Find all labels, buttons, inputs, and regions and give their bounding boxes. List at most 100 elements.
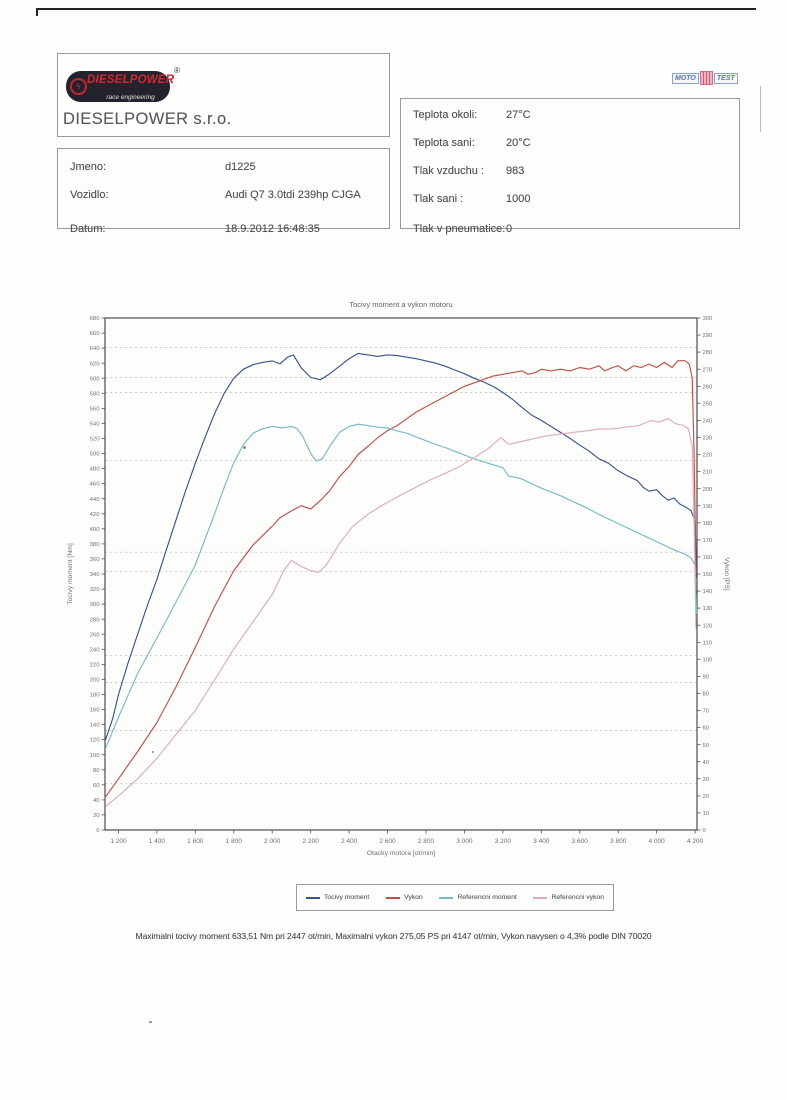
- field-label: Jmeno:: [70, 161, 107, 173]
- legend-line-swatch: [439, 896, 454, 899]
- info-row-vozidlo: Vozidlo: Audi Q7 3.0tdi 239hp CJGA: [58, 189, 389, 202]
- field-label: Tlak vzduchu :: [413, 165, 484, 177]
- right-axis-tick-label: 140: [703, 589, 714, 595]
- x-axis-tick-label: 1 200: [110, 838, 127, 845]
- legend-label: Referencni vykon: [551, 894, 604, 901]
- dieselpower-logo: ϟ DIESELPOWER race engineering: [66, 71, 174, 102]
- chart-title: Tocivy moment a vykon motoru: [349, 300, 452, 309]
- left-axis-tick-label: 460: [90, 482, 101, 488]
- left-axis-tick-label: 20: [93, 813, 100, 819]
- right-axis-tick-label: 30: [703, 777, 710, 783]
- right-axis-tick-label: 260: [703, 384, 714, 390]
- left-axis-tick-label: 440: [90, 497, 101, 503]
- series-vykon: [104, 360, 697, 799]
- left-axis-tick-label: 500: [90, 452, 101, 458]
- right-axis-tick-label: 10: [703, 811, 710, 817]
- x-axis-tick-label: 1 600: [187, 838, 204, 845]
- field-label: Tlak v pneumatice:: [413, 223, 506, 235]
- left-axis-tick-label: 320: [90, 587, 101, 593]
- mototest-badge-icon: [699, 71, 713, 85]
- left-axis-tick-label: 360: [90, 557, 101, 563]
- right-axis-tick-label: 230: [703, 436, 714, 442]
- right-axis-tick-label: 280: [703, 350, 714, 356]
- left-axis-tick-label: 640: [90, 346, 101, 352]
- right-axis-tick-label: 90: [703, 675, 710, 681]
- dyno-chart-svg: Tocivy moment a vykon motoru020406080100…: [67, 300, 730, 857]
- left-axis-tick-label: 60: [93, 783, 100, 789]
- info-row-jmeno: Jmeno: d1225: [58, 161, 389, 174]
- legend-line-swatch: [533, 896, 548, 899]
- right-axis-tick-label: 50: [703, 743, 710, 749]
- legend-line-swatch: [306, 896, 320, 899]
- right-axis-tick-label: 20: [703, 794, 710, 800]
- info-row-datum: Datum: 18.9.2012 16:48:35: [58, 223, 389, 236]
- left-axis-tick-label: 100: [90, 753, 101, 759]
- right-axis-tick-label: 190: [703, 504, 714, 510]
- field-label: Datum:: [70, 223, 106, 235]
- left-axis-tick-label: 540: [90, 422, 101, 428]
- y-axis-label-right: Vykon [PS]: [723, 557, 730, 590]
- x-axis-tick-label: 3 600: [572, 838, 589, 845]
- left-axis-tick-label: 260: [90, 632, 101, 638]
- x-axis-tick-label: 4 000: [648, 838, 665, 845]
- field-value: 18.9.2012 16:48:35: [225, 223, 320, 235]
- left-axis-tick-label: 140: [90, 723, 101, 729]
- conditions-box: Teplota okoli: 27°C Teplota sani: 20°C T…: [400, 98, 740, 235]
- field-label: Teplota sani:: [413, 137, 475, 149]
- left-axis-tick-label: 180: [90, 693, 101, 699]
- legend-item: Referencni vykon: [533, 894, 604, 901]
- dyno-chart: Tocivy moment a vykon motoru 0 20 40 60 80 100…: [60, 293, 760, 878]
- right-axis-tick-label: 210: [703, 470, 714, 476]
- mototest-right-text: TEST: [713, 72, 738, 84]
- right-axis-tick-label: 40: [703, 760, 710, 766]
- info-row-tlak-pneumatice: Tlak v pneumatice: 0: [401, 223, 739, 236]
- right-axis-tick-label: 250: [703, 401, 714, 407]
- left-axis-tick-label: 400: [90, 527, 101, 533]
- field-label: Teplota okoli:: [413, 109, 478, 121]
- x-axis-tick-label: 1 800: [226, 838, 243, 845]
- right-axis-tick-label: 130: [703, 606, 714, 612]
- test-info-box: Jmeno: d1225 Vozidlo: Audi Q7 3.0tdi 239…: [57, 148, 390, 235]
- x-axis-tick-label: 4 200: [687, 838, 704, 845]
- right-axis-tick-label: 300: [703, 316, 714, 322]
- left-axis-tick-label: 580: [90, 391, 101, 397]
- x-axis-tick-label: 3 000: [456, 838, 473, 845]
- right-axis-tick-label: 80: [703, 692, 710, 698]
- chart-legend: Tocivy moment Vykon Referencni moment Re…: [296, 884, 614, 911]
- plot-border: [104, 317, 698, 831]
- x-axis-tick-label: 2 800: [418, 838, 435, 845]
- x-axis-tick-label: 3 400: [533, 838, 550, 845]
- right-axis-tick-label: 270: [703, 367, 714, 373]
- header-logo-box: ϟ DIESELPOWER race engineering ® DIESELP…: [57, 53, 390, 137]
- mototest-left-text: MOTO: [672, 72, 699, 84]
- legend-item: Vykon: [386, 894, 423, 901]
- legend-label: Referencni moment: [457, 894, 517, 901]
- field-value: 0: [506, 223, 513, 235]
- right-axis-tick-label: 110: [703, 640, 713, 646]
- x-axis-tick-label: 2 000: [264, 838, 281, 845]
- logo-brand-text: DIESELPOWER: [87, 73, 175, 86]
- left-axis-tick-label: 660: [90, 331, 101, 337]
- left-axis-tick-label: 160: [90, 708, 101, 714]
- left-axis-tick-label: 80: [93, 768, 100, 774]
- right-axis-tick-label: 70: [703, 709, 710, 715]
- left-axis-tick-label: 40: [93, 798, 100, 804]
- info-row-tlak-vzduchu: Tlak vzduchu : 983: [401, 165, 739, 178]
- left-axis-tick-label: 300: [90, 602, 101, 608]
- legend-line-swatch: [386, 896, 401, 899]
- left-axis-tick-label: 560: [90, 407, 101, 413]
- left-axis-tick-label: 380: [90, 542, 101, 548]
- field-value: 983: [506, 165, 525, 177]
- legend-label: Vykon: [404, 894, 423, 901]
- field-label: Tlak sani :: [413, 193, 464, 205]
- y-axis-label-left: Tocivy moment [Nm]: [67, 543, 74, 605]
- series-tocivy-moment: [104, 352, 698, 742]
- left-axis-tick-label: 220: [90, 663, 101, 669]
- left-axis-tick-label: 280: [90, 617, 101, 623]
- left-axis-tick-label: 680: [90, 316, 101, 322]
- left-axis-tick-label: 240: [90, 647, 101, 653]
- right-axis-tick-label: 100: [703, 657, 714, 663]
- mototest-logo: MOTO TEST: [672, 70, 738, 86]
- registered-trademark-icon: ®: [174, 66, 180, 75]
